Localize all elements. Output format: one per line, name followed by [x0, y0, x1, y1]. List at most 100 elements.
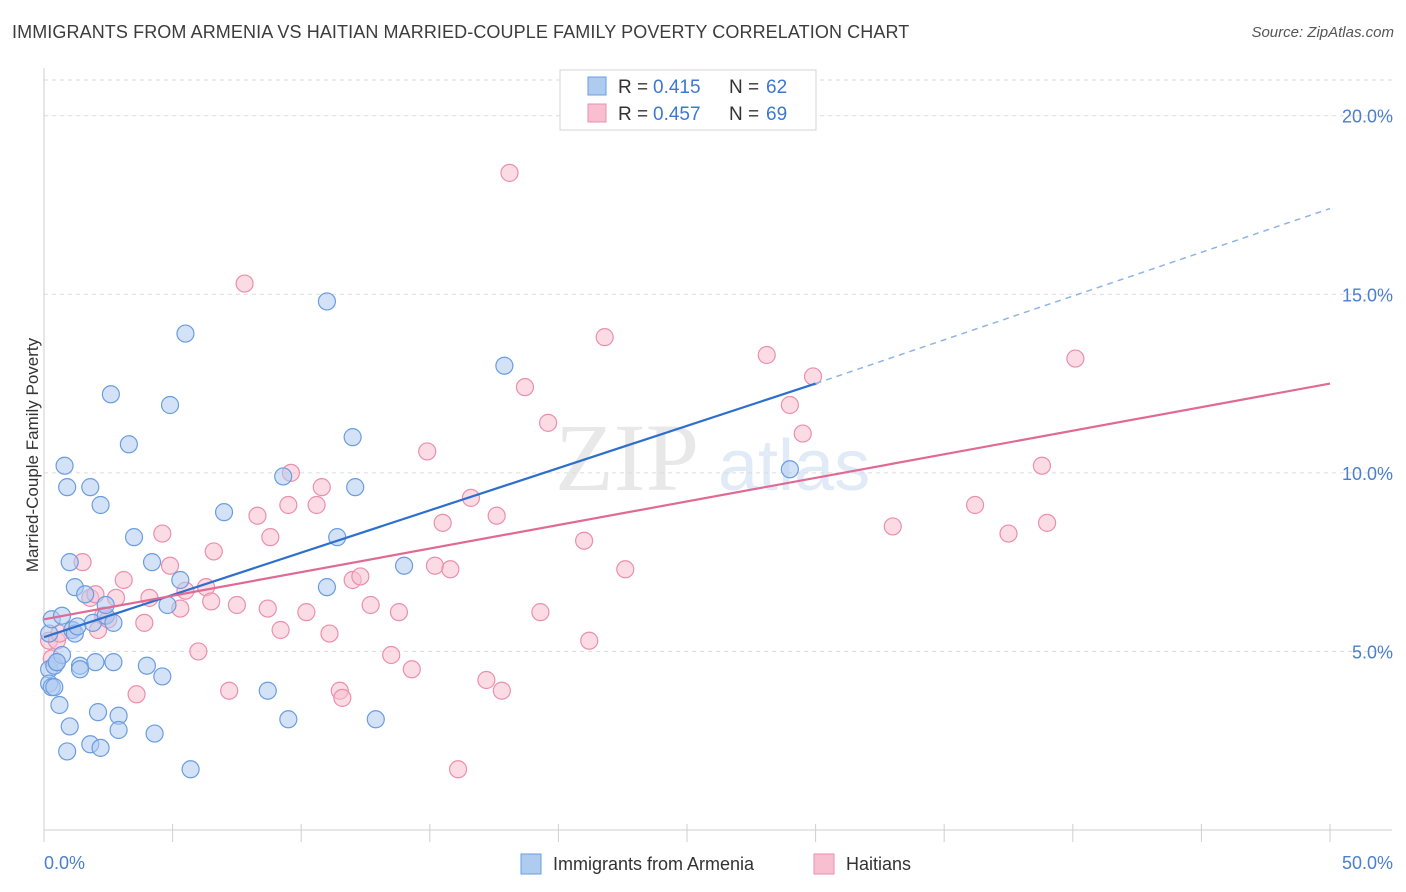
- trendline-armenia-extension: [815, 207, 1331, 385]
- point-haitians: [227, 595, 246, 615]
- point-immigrants-from-armenia: [366, 710, 385, 729]
- point-immigrants-from-armenia: [176, 324, 195, 343]
- point-immigrants-from-armenia: [119, 435, 138, 454]
- point-haitians: [279, 495, 298, 515]
- point-haitians: [757, 345, 776, 365]
- point-haitians: [1032, 456, 1052, 475]
- point-immigrants-from-armenia: [145, 724, 164, 743]
- y-tick-label: 5.0%: [1352, 642, 1393, 662]
- point-immigrants-from-armenia: [45, 678, 64, 697]
- legend-r-label-1: R =: [618, 77, 648, 98]
- point-haitians: [220, 681, 239, 700]
- point-haitians: [235, 274, 254, 293]
- point-haitians: [441, 560, 460, 579]
- point-immigrants-from-armenia: [58, 742, 77, 761]
- point-immigrants-from-armenia: [47, 653, 66, 672]
- point-haitians: [515, 378, 535, 397]
- point-haitians: [539, 413, 558, 432]
- point-haitians: [382, 645, 401, 665]
- point-immigrants-from-armenia: [343, 428, 362, 447]
- point-immigrants-from-armenia: [101, 385, 120, 404]
- point-haitians: [189, 642, 208, 661]
- point-haitians: [160, 556, 180, 575]
- point-immigrants-from-armenia: [394, 556, 414, 575]
- watermark: ZIP atlas: [555, 404, 870, 511]
- point-haitians: [580, 631, 599, 650]
- y-axis-label: Married-Couple Family Poverty: [23, 337, 42, 572]
- point-haitians: [153, 524, 172, 543]
- point-haitians: [202, 592, 221, 611]
- legend-r-label-2: R =: [618, 104, 648, 125]
- point-immigrants-from-armenia: [50, 695, 69, 715]
- point-immigrants-from-armenia: [142, 553, 162, 572]
- point-immigrants-from-armenia: [274, 467, 293, 486]
- x-tick-label-min: 0.0%: [44, 853, 85, 873]
- point-haitians: [361, 595, 380, 615]
- bottom-legend-swatch-pink: [813, 853, 835, 875]
- point-haitians: [425, 556, 445, 575]
- legend-swatch-pink: [587, 103, 607, 123]
- y-tick-label: 10.0%: [1342, 464, 1393, 484]
- point-haitians: [1066, 349, 1085, 368]
- legend-n-value-2: 69: [766, 104, 787, 125]
- point-immigrants-from-armenia: [214, 503, 234, 522]
- point-haitians: [448, 760, 468, 779]
- point-haitians: [487, 506, 506, 525]
- point-immigrants-from-armenia: [76, 585, 95, 604]
- legend-r-value-1: 0.415: [653, 77, 701, 98]
- point-immigrants-from-armenia: [60, 717, 79, 736]
- point-immigrants-from-armenia: [160, 395, 180, 415]
- point-immigrants-from-armenia: [495, 356, 514, 375]
- point-immigrants-from-armenia: [104, 653, 123, 672]
- point-haitians: [402, 660, 421, 679]
- axes: [43, 68, 1392, 831]
- point-haitians: [271, 620, 290, 640]
- point-haitians: [492, 681, 511, 700]
- bottom-legend-label-haitians: Haitians: [846, 854, 911, 874]
- legend-n-label-2: N =: [729, 104, 759, 125]
- point-haitians: [127, 685, 146, 704]
- bottom-legend-label-armenia: Immigrants from Armenia: [553, 854, 755, 874]
- point-immigrants-from-armenia: [124, 528, 144, 547]
- series-immigrants-from-armenia: [40, 292, 799, 779]
- point-haitians: [477, 670, 496, 690]
- point-immigrants-from-armenia: [88, 703, 108, 722]
- point-immigrants-from-armenia: [70, 660, 90, 679]
- point-immigrants-from-armenia: [346, 478, 365, 497]
- point-haitians: [616, 560, 635, 579]
- y-tick-label: 20.0%: [1342, 107, 1393, 127]
- source-label: Source: ZipAtlas.com: [1251, 24, 1394, 41]
- point-immigrants-from-armenia: [279, 710, 298, 729]
- bottom-legend: Immigrants from Armenia Haitians: [520, 853, 911, 875]
- bottom-legend-swatch-blue: [520, 853, 542, 875]
- point-haitians: [297, 603, 316, 622]
- point-immigrants-from-armenia: [91, 495, 110, 515]
- point-immigrants-from-armenia: [258, 681, 277, 700]
- point-haitians: [307, 495, 326, 515]
- point-haitians: [780, 395, 799, 415]
- point-immigrants-from-armenia: [317, 292, 337, 311]
- watermark-zip: ZIP: [555, 404, 699, 511]
- point-haitians: [575, 531, 594, 550]
- legend: R = 0.415 N = 62 R = 0.457 N = 69: [559, 69, 817, 131]
- point-haitians: [320, 624, 339, 643]
- point-haitians: [883, 517, 902, 536]
- point-immigrants-from-armenia: [153, 667, 172, 686]
- point-haitians: [258, 599, 277, 618]
- point-haitians: [312, 478, 331, 497]
- point-haitians: [248, 506, 267, 525]
- point-haitians: [351, 567, 370, 586]
- point-haitians: [135, 613, 154, 632]
- point-immigrants-from-armenia: [181, 760, 200, 779]
- point-immigrants-from-armenia: [58, 478, 77, 497]
- point-haitians: [999, 524, 1018, 543]
- point-haitians: [1037, 513, 1057, 532]
- point-immigrants-from-armenia: [171, 570, 190, 590]
- point-immigrants-from-armenia: [91, 738, 110, 757]
- point-immigrants-from-armenia: [780, 460, 799, 479]
- point-immigrants-from-armenia: [109, 720, 128, 740]
- point-haitians: [500, 163, 519, 182]
- point-immigrants-from-armenia: [86, 653, 105, 672]
- x-ticks: 0.0% 50.0%: [43, 824, 1393, 873]
